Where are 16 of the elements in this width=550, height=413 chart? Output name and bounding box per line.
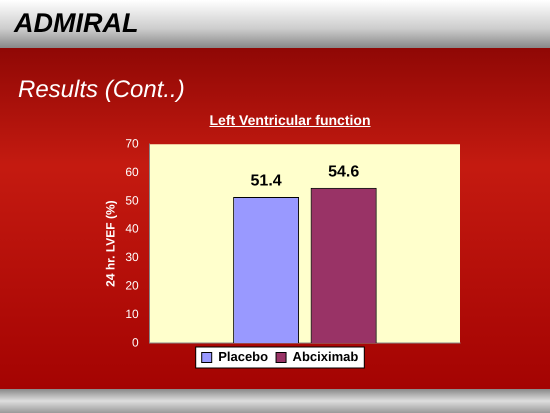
text: ADMIRAL [14,8,138,39]
data-label: 54.6 [328,163,360,180]
y-tick-label: 30 [125,250,140,264]
y-tick-label: 50 [125,193,140,208]
y-tick-label: 20 [125,278,140,293]
legend-label: Placebo [218,349,268,364]
chart-title: Left Ventricular function [208,112,372,128]
y-axis-title: 24 hr. LVEF (%) [104,200,118,287]
data-label: 51.4 [250,172,282,190]
y-tick-label: 40 [125,222,140,236]
y-tick-label: 10 [125,306,140,321]
text: Results (Cont..) [18,76,185,104]
y-tick-label: 70 [125,136,140,151]
y-tick-label: 60 [125,164,140,179]
legend-label: Abciximab [292,349,358,364]
y-tick-label: 0 [132,335,140,350]
